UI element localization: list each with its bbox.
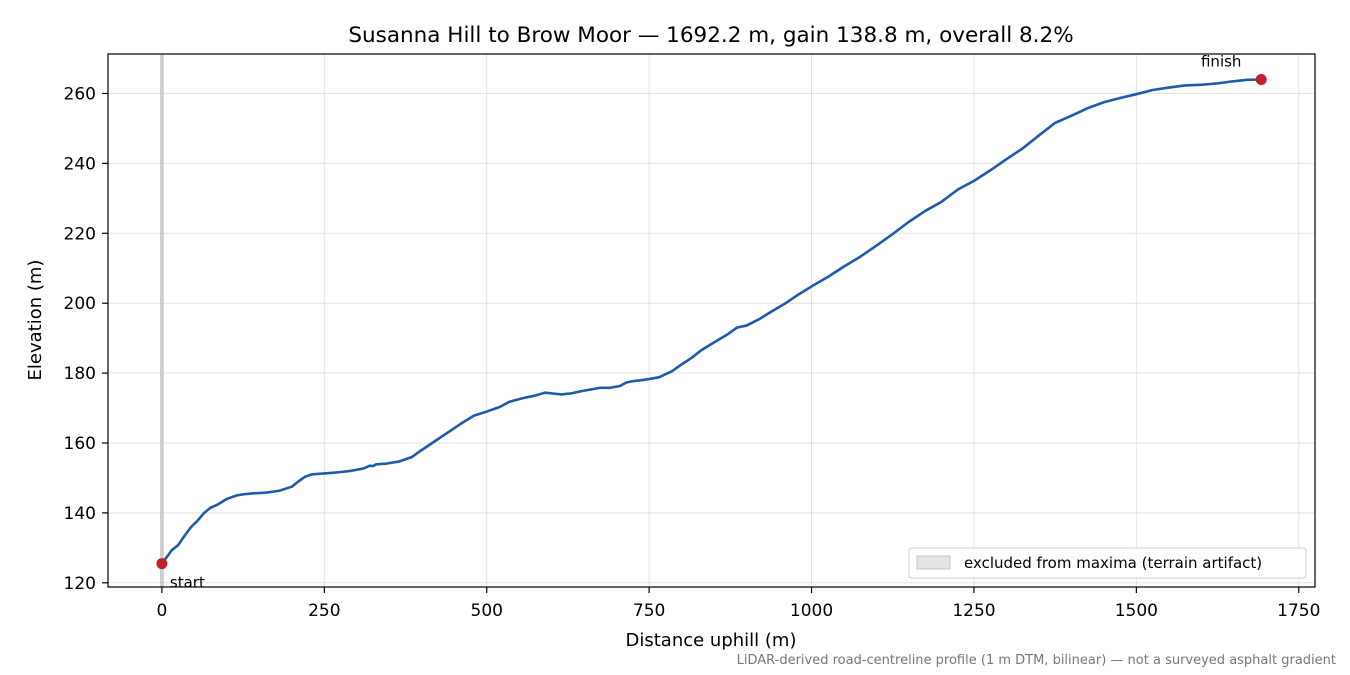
- x-tick-label-5: 1250: [952, 601, 995, 621]
- y-tick-label-2: 160: [64, 434, 96, 454]
- y-axis-label: Elevation (m): [25, 260, 46, 381]
- marker-finish: [1255, 74, 1267, 86]
- y-tick-label-3: 180: [64, 364, 96, 384]
- legend-label-excluded: excluded from maxima (terrain artifact): [964, 554, 1262, 572]
- plot-frame: [107, 53, 1316, 588]
- y-tick-label-5: 220: [64, 224, 96, 244]
- y-axis-ticks: 120 140 160 180 200 220 240 260: [64, 84, 108, 594]
- series-layer: [160, 78, 1262, 565]
- y-tick-label-0: 120: [64, 574, 96, 594]
- x-tick-label-3: 750: [633, 601, 665, 621]
- marker-label-start: start: [170, 574, 205, 592]
- excluded-band-layer: [159, 54, 164, 587]
- x-tick-label-1: 250: [308, 601, 340, 621]
- chart-title: Susanna Hill to Brow Moor — 1692.2 m, ga…: [348, 23, 1073, 48]
- x-tick-label-7: 1750: [1277, 601, 1320, 621]
- marker-start: [156, 558, 168, 570]
- x-tick-label-6: 1500: [1115, 601, 1158, 621]
- x-axis-label: Distance uphill (m): [626, 630, 797, 651]
- legend-box: [908, 547, 1307, 579]
- grid: [108, 54, 1315, 587]
- x-tick-label-2: 500: [471, 601, 503, 621]
- footnote: LiDAR-derived road-centreline profile (1…: [737, 653, 1336, 668]
- legend-swatch-excluded: [916, 555, 951, 570]
- x-tick-label-0: 0: [157, 601, 168, 621]
- x-axis-ticks: 0 250 500 750 1000 1250 1500 1750: [157, 587, 1320, 621]
- series-line-0: [160, 78, 1262, 565]
- y-tick-label-7: 260: [64, 84, 96, 104]
- excluded-band: [159, 54, 164, 587]
- y-tick-label-1: 140: [64, 504, 96, 524]
- y-tick-label-4: 200: [64, 294, 96, 314]
- y-tick-label-6: 240: [64, 154, 96, 174]
- x-tick-label-4: 1000: [790, 601, 833, 621]
- legend: excluded from maxima (terrain artifact): [908, 547, 1307, 579]
- marker-label-finish: finish: [1201, 53, 1241, 71]
